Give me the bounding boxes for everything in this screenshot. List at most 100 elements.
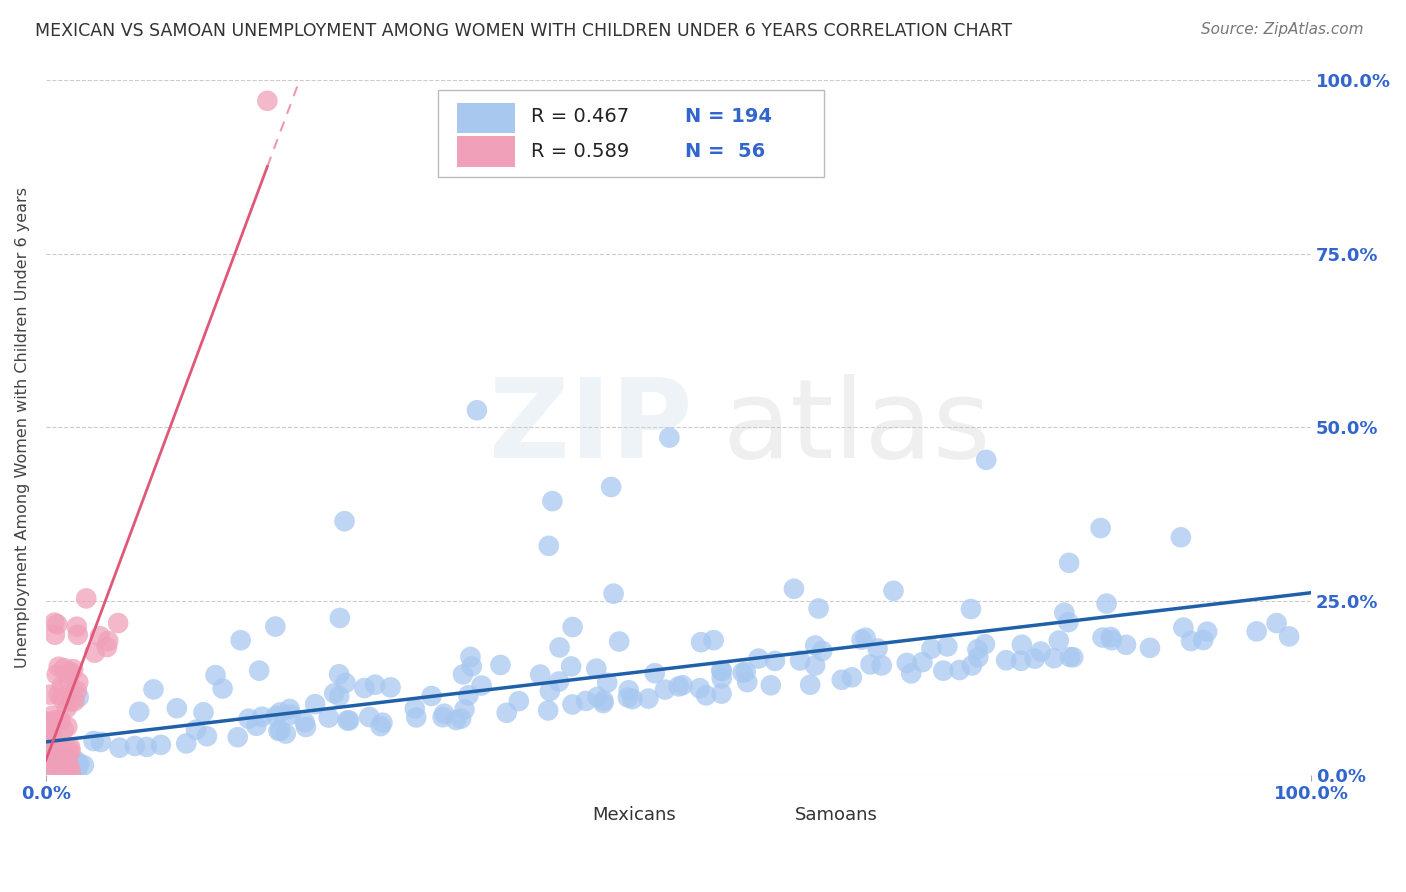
Point [433, 706, 456, 721]
Point [689, 681, 711, 695]
Point [607, 634, 630, 648]
Point [734, 665, 756, 679]
Point [59, 695, 82, 709]
Point [48, 756, 70, 771]
Point [453, 702, 475, 716]
Point [600, 480, 623, 494]
Point [38, 738, 60, 752]
Point [508, 694, 530, 708]
Point [1029, 644, 1052, 658]
Point [238, 712, 260, 726]
Point [1047, 633, 1070, 648]
Point [53, 748, 76, 763]
Text: Samoans: Samoans [794, 806, 877, 824]
Point [1043, 651, 1066, 665]
Point [617, 690, 640, 705]
Point [1053, 606, 1076, 620]
Point [39, 733, 62, 747]
Point [974, 637, 997, 651]
Point [204, 668, 226, 682]
Point [58, 746, 80, 760]
Point [336, 714, 359, 728]
Point [548, 674, 571, 689]
Point [960, 602, 983, 616]
Point [335, 676, 357, 690]
Point [250, 710, 273, 724]
Point [561, 620, 583, 634]
Point [51, 691, 73, 706]
Point [1173, 621, 1195, 635]
Point [59, 761, 82, 775]
Point [52, 766, 75, 780]
Point [39, 763, 62, 777]
Point [67, 675, 90, 690]
Point [710, 664, 733, 678]
Point [710, 664, 733, 678]
Point [668, 680, 690, 694]
Point [66, 766, 89, 780]
Point [128, 705, 150, 719]
Point [55, 701, 77, 715]
Point [38, 751, 60, 765]
Point [799, 678, 821, 692]
Point [55, 754, 77, 768]
Point [66, 683, 89, 698]
Point [41, 757, 63, 772]
Point [329, 611, 352, 625]
Text: MEXICAN VS SAMOAN UNEMPLOYMENT AMONG WOMEN WITH CHILDREN UNDER 6 YEARS CORRELATI: MEXICAN VS SAMOAN UNEMPLOYMENT AMONG WOM… [35, 22, 1012, 40]
Text: Source: ZipAtlas.com: Source: ZipAtlas.com [1201, 22, 1364, 37]
Point [65, 761, 87, 775]
Point [1139, 640, 1161, 655]
Point [46, 753, 69, 767]
Point [920, 641, 942, 656]
Point [529, 667, 551, 681]
Point [41, 755, 63, 769]
Point [83, 734, 105, 748]
FancyBboxPatch shape [457, 103, 516, 134]
Point [690, 635, 713, 649]
Point [174, 736, 197, 750]
Point [264, 709, 287, 723]
Point [62, 761, 84, 775]
Point [256, 94, 278, 108]
Point [46, 736, 69, 750]
Point [671, 678, 693, 692]
Point [948, 663, 970, 677]
Point [229, 633, 252, 648]
Point [65, 754, 87, 768]
Point [364, 678, 387, 692]
Point [731, 665, 754, 680]
Point [380, 681, 402, 695]
Point [1170, 530, 1192, 544]
Point [1101, 633, 1123, 648]
Point [184, 723, 207, 737]
Point [457, 689, 479, 703]
Point [37, 714, 59, 729]
Point [48, 688, 70, 702]
Point [735, 675, 758, 690]
Point [195, 729, 218, 743]
Point [58, 759, 80, 773]
Point [866, 641, 889, 656]
FancyBboxPatch shape [439, 90, 824, 178]
Point [995, 653, 1018, 667]
FancyBboxPatch shape [733, 804, 789, 826]
Point [193, 706, 215, 720]
Point [107, 615, 129, 630]
Point [575, 694, 598, 708]
Point [52, 749, 75, 764]
Point [585, 662, 607, 676]
Point [883, 583, 905, 598]
Point [53, 757, 76, 772]
Point [966, 642, 988, 657]
Point [404, 701, 426, 715]
Point [48, 659, 70, 673]
Text: Mexicans: Mexicans [592, 806, 676, 824]
Point [548, 640, 571, 655]
Point [56, 756, 79, 771]
Point [333, 514, 356, 528]
Point [1197, 624, 1219, 639]
Point [149, 738, 172, 752]
Point [62, 662, 84, 676]
Point [759, 678, 782, 692]
